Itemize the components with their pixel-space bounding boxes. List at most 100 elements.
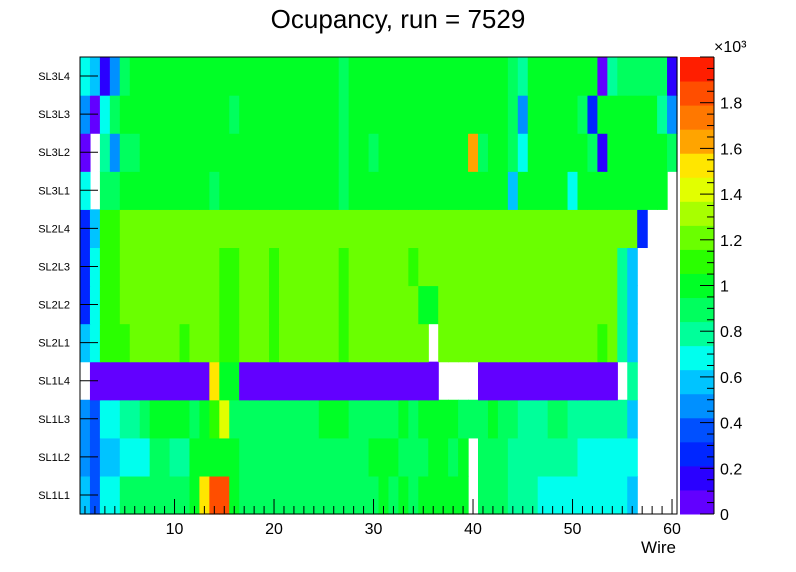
heatmap-cell xyxy=(219,133,230,172)
heatmap-cell xyxy=(159,475,171,515)
heatmap-cell xyxy=(179,361,191,401)
heatmap-cell xyxy=(308,361,320,401)
heatmap-cell xyxy=(139,171,151,210)
heatmap-cell xyxy=(497,57,509,96)
heatmap-cell xyxy=(358,247,370,287)
heatmap-cell xyxy=(328,133,340,172)
heatmap-cell xyxy=(637,57,648,96)
heatmap-cell xyxy=(219,171,230,210)
colorbar-segment xyxy=(680,369,714,395)
heatmap-cell xyxy=(318,57,330,96)
heatmap-cell xyxy=(189,323,200,363)
heatmap-cell xyxy=(269,323,280,363)
heatmap-cell xyxy=(189,247,200,287)
heatmap-cell xyxy=(487,285,499,325)
heatmap-cell xyxy=(587,171,598,210)
heatmap-cell xyxy=(149,57,161,96)
heatmap-cell xyxy=(478,57,489,96)
heatmap-cell xyxy=(109,323,121,363)
heatmap-cell xyxy=(438,475,449,515)
heatmap-cell xyxy=(507,95,519,134)
heatmap-cell xyxy=(139,247,151,287)
heatmap-cell xyxy=(269,437,280,477)
heatmap-cell xyxy=(587,361,598,401)
heatmap-cell xyxy=(607,133,618,172)
heatmap-cell xyxy=(567,57,579,96)
heatmap-cell xyxy=(408,323,419,363)
heatmap-cell xyxy=(219,437,230,477)
heatmap-cell xyxy=(99,133,111,172)
heatmap-cell xyxy=(388,437,399,477)
heatmap-cell xyxy=(458,399,469,439)
heatmap-cell xyxy=(567,133,579,172)
heatmap-cell xyxy=(109,95,121,134)
heatmap-cell xyxy=(517,133,529,172)
heatmap-cell xyxy=(288,399,300,439)
heatmap-cell xyxy=(458,323,469,363)
heatmap-cell xyxy=(119,171,131,210)
heatmap-cell xyxy=(239,171,250,210)
heatmap-cell xyxy=(527,323,539,363)
heatmap-cell xyxy=(189,57,200,96)
row-label: SL2L1 xyxy=(38,338,70,350)
row-label: SL1L2 xyxy=(38,452,70,464)
heatmap-cell xyxy=(259,285,270,325)
heatmap-cell xyxy=(99,323,111,363)
heatmap-cell xyxy=(468,247,479,287)
heatmap-cell xyxy=(458,285,469,325)
heatmap-cell xyxy=(617,133,628,172)
heatmap-cell xyxy=(179,247,191,287)
heatmap-cell xyxy=(179,437,191,477)
heatmap-cell xyxy=(288,323,300,363)
heatmap-cell xyxy=(199,209,210,249)
heatmap-cell xyxy=(298,437,310,477)
heatmap-cell xyxy=(328,361,340,401)
heatmap-cell xyxy=(288,57,300,96)
heatmap-cell xyxy=(159,95,171,134)
heatmap-cell xyxy=(617,247,628,287)
heatmap-cell xyxy=(657,95,668,134)
heatmap-cell xyxy=(517,361,529,401)
heatmap-cell xyxy=(249,247,260,287)
heatmap-cell xyxy=(537,285,549,325)
heatmap-cell xyxy=(497,361,509,401)
heatmap-cell xyxy=(129,133,141,172)
heatmap-cell xyxy=(537,209,549,249)
heatmap-cell xyxy=(279,475,290,515)
heatmap-cell xyxy=(129,95,141,134)
heatmap-cell xyxy=(279,247,290,287)
heatmap-cell xyxy=(149,95,161,134)
heatmap-cell xyxy=(209,361,220,401)
heatmap-cell xyxy=(288,475,300,515)
heatmap-cell xyxy=(388,209,399,249)
heatmap-cell xyxy=(378,209,390,249)
heatmap-cell xyxy=(607,95,618,134)
heatmap-cell xyxy=(279,361,290,401)
heatmap-cell xyxy=(269,285,280,325)
heatmap-cell xyxy=(179,171,191,210)
row-label: SL3L1 xyxy=(38,185,70,197)
colorbar-tick-label: 1 xyxy=(720,279,729,296)
colorbar-segment xyxy=(680,177,714,202)
colorbar-tick-label: 0.2 xyxy=(720,461,742,478)
heatmap-cell xyxy=(279,323,290,363)
heatmap-cell xyxy=(627,209,638,249)
heatmap-cell xyxy=(199,399,210,439)
heatmap-cell xyxy=(159,399,171,439)
heatmap-cell xyxy=(368,57,380,96)
heatmap-cell xyxy=(478,133,489,172)
colorbar-tick-label: 1.2 xyxy=(720,233,742,250)
colorbar-segment xyxy=(680,57,714,82)
heatmap-cell xyxy=(298,209,310,249)
heatmap-cell xyxy=(368,323,380,363)
heatmap-cell xyxy=(378,399,390,439)
heatmap-cell xyxy=(647,57,658,96)
heatmap-cell xyxy=(627,437,638,477)
heatmap-cell xyxy=(667,95,678,134)
heatmap-cell xyxy=(318,475,330,515)
heatmap-cell xyxy=(159,285,171,325)
colorbar-tick-label: 1.8 xyxy=(720,96,742,113)
heatmap-cell xyxy=(597,57,608,96)
heatmap-cell xyxy=(239,247,250,287)
heatmap-cell xyxy=(348,323,360,363)
